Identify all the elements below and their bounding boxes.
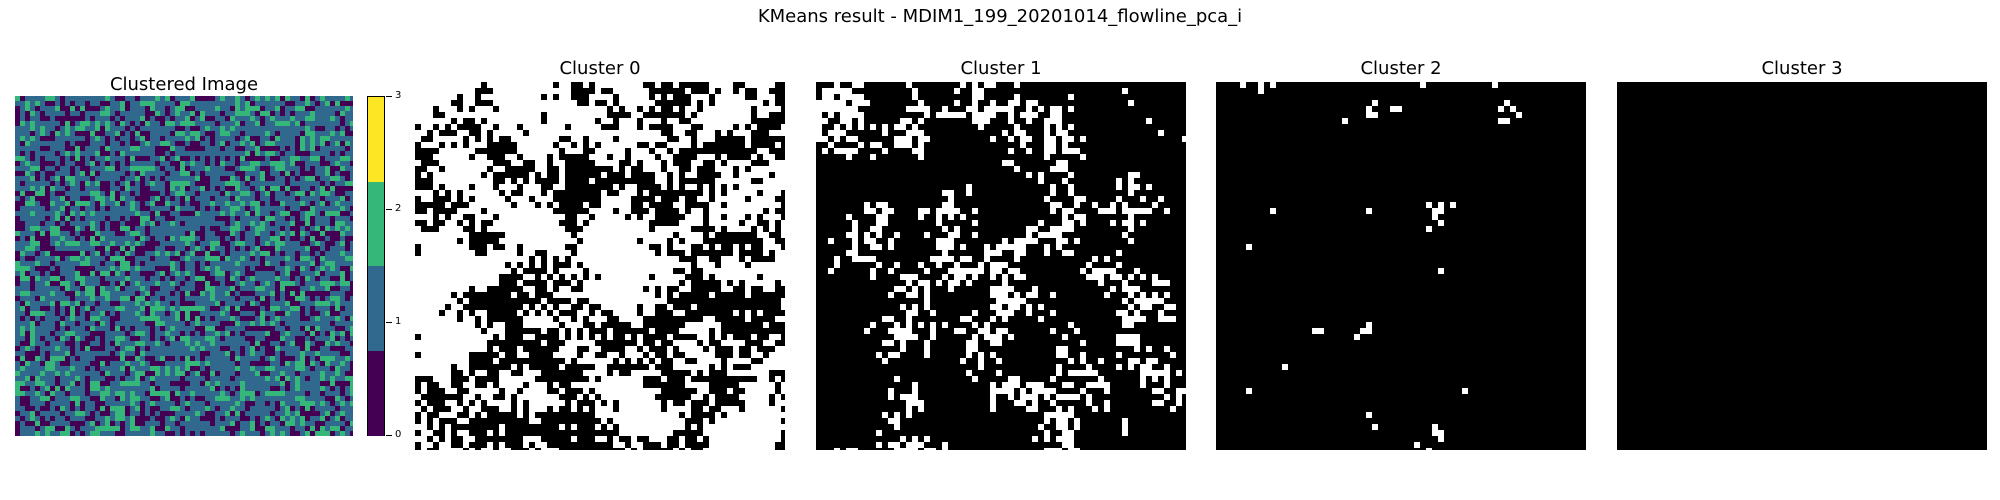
cluster-3-title: Cluster 3 (1761, 58, 1843, 79)
colorbar (367, 96, 385, 436)
cluster-0-title: Cluster 0 (559, 58, 641, 79)
figure-title: KMeans result - MDIM1_199_20201014_flowl… (757, 6, 1243, 27)
colorbar-tick-0 (386, 435, 392, 436)
colorbar-label-0: 0 (395, 429, 402, 440)
cluster-1-title: Cluster 1 (960, 58, 1042, 79)
colorbar-label-2: 2 (395, 203, 402, 214)
cluster-0-mask (415, 82, 785, 450)
cluster-2-title: Cluster 2 (1360, 58, 1442, 79)
colorbar-label-3: 3 (395, 90, 402, 101)
colorbar-tick-1 (386, 322, 392, 323)
colorbar-segment-3 (368, 97, 384, 182)
colorbar-tick-3 (386, 96, 392, 97)
colorbar-label-1: 1 (395, 316, 402, 327)
cluster-3-mask (1617, 82, 1987, 450)
clustered-image-title: Clustered Image (109, 74, 259, 95)
colorbar-tick-2 (386, 209, 392, 210)
clustered-image (15, 96, 353, 436)
cluster-2-mask (1216, 82, 1586, 450)
colorbar-segment-0 (368, 350, 384, 436)
colorbar-segment-1 (368, 266, 384, 351)
cluster-1-mask (816, 82, 1186, 450)
colorbar-segment-2 (368, 181, 384, 267)
